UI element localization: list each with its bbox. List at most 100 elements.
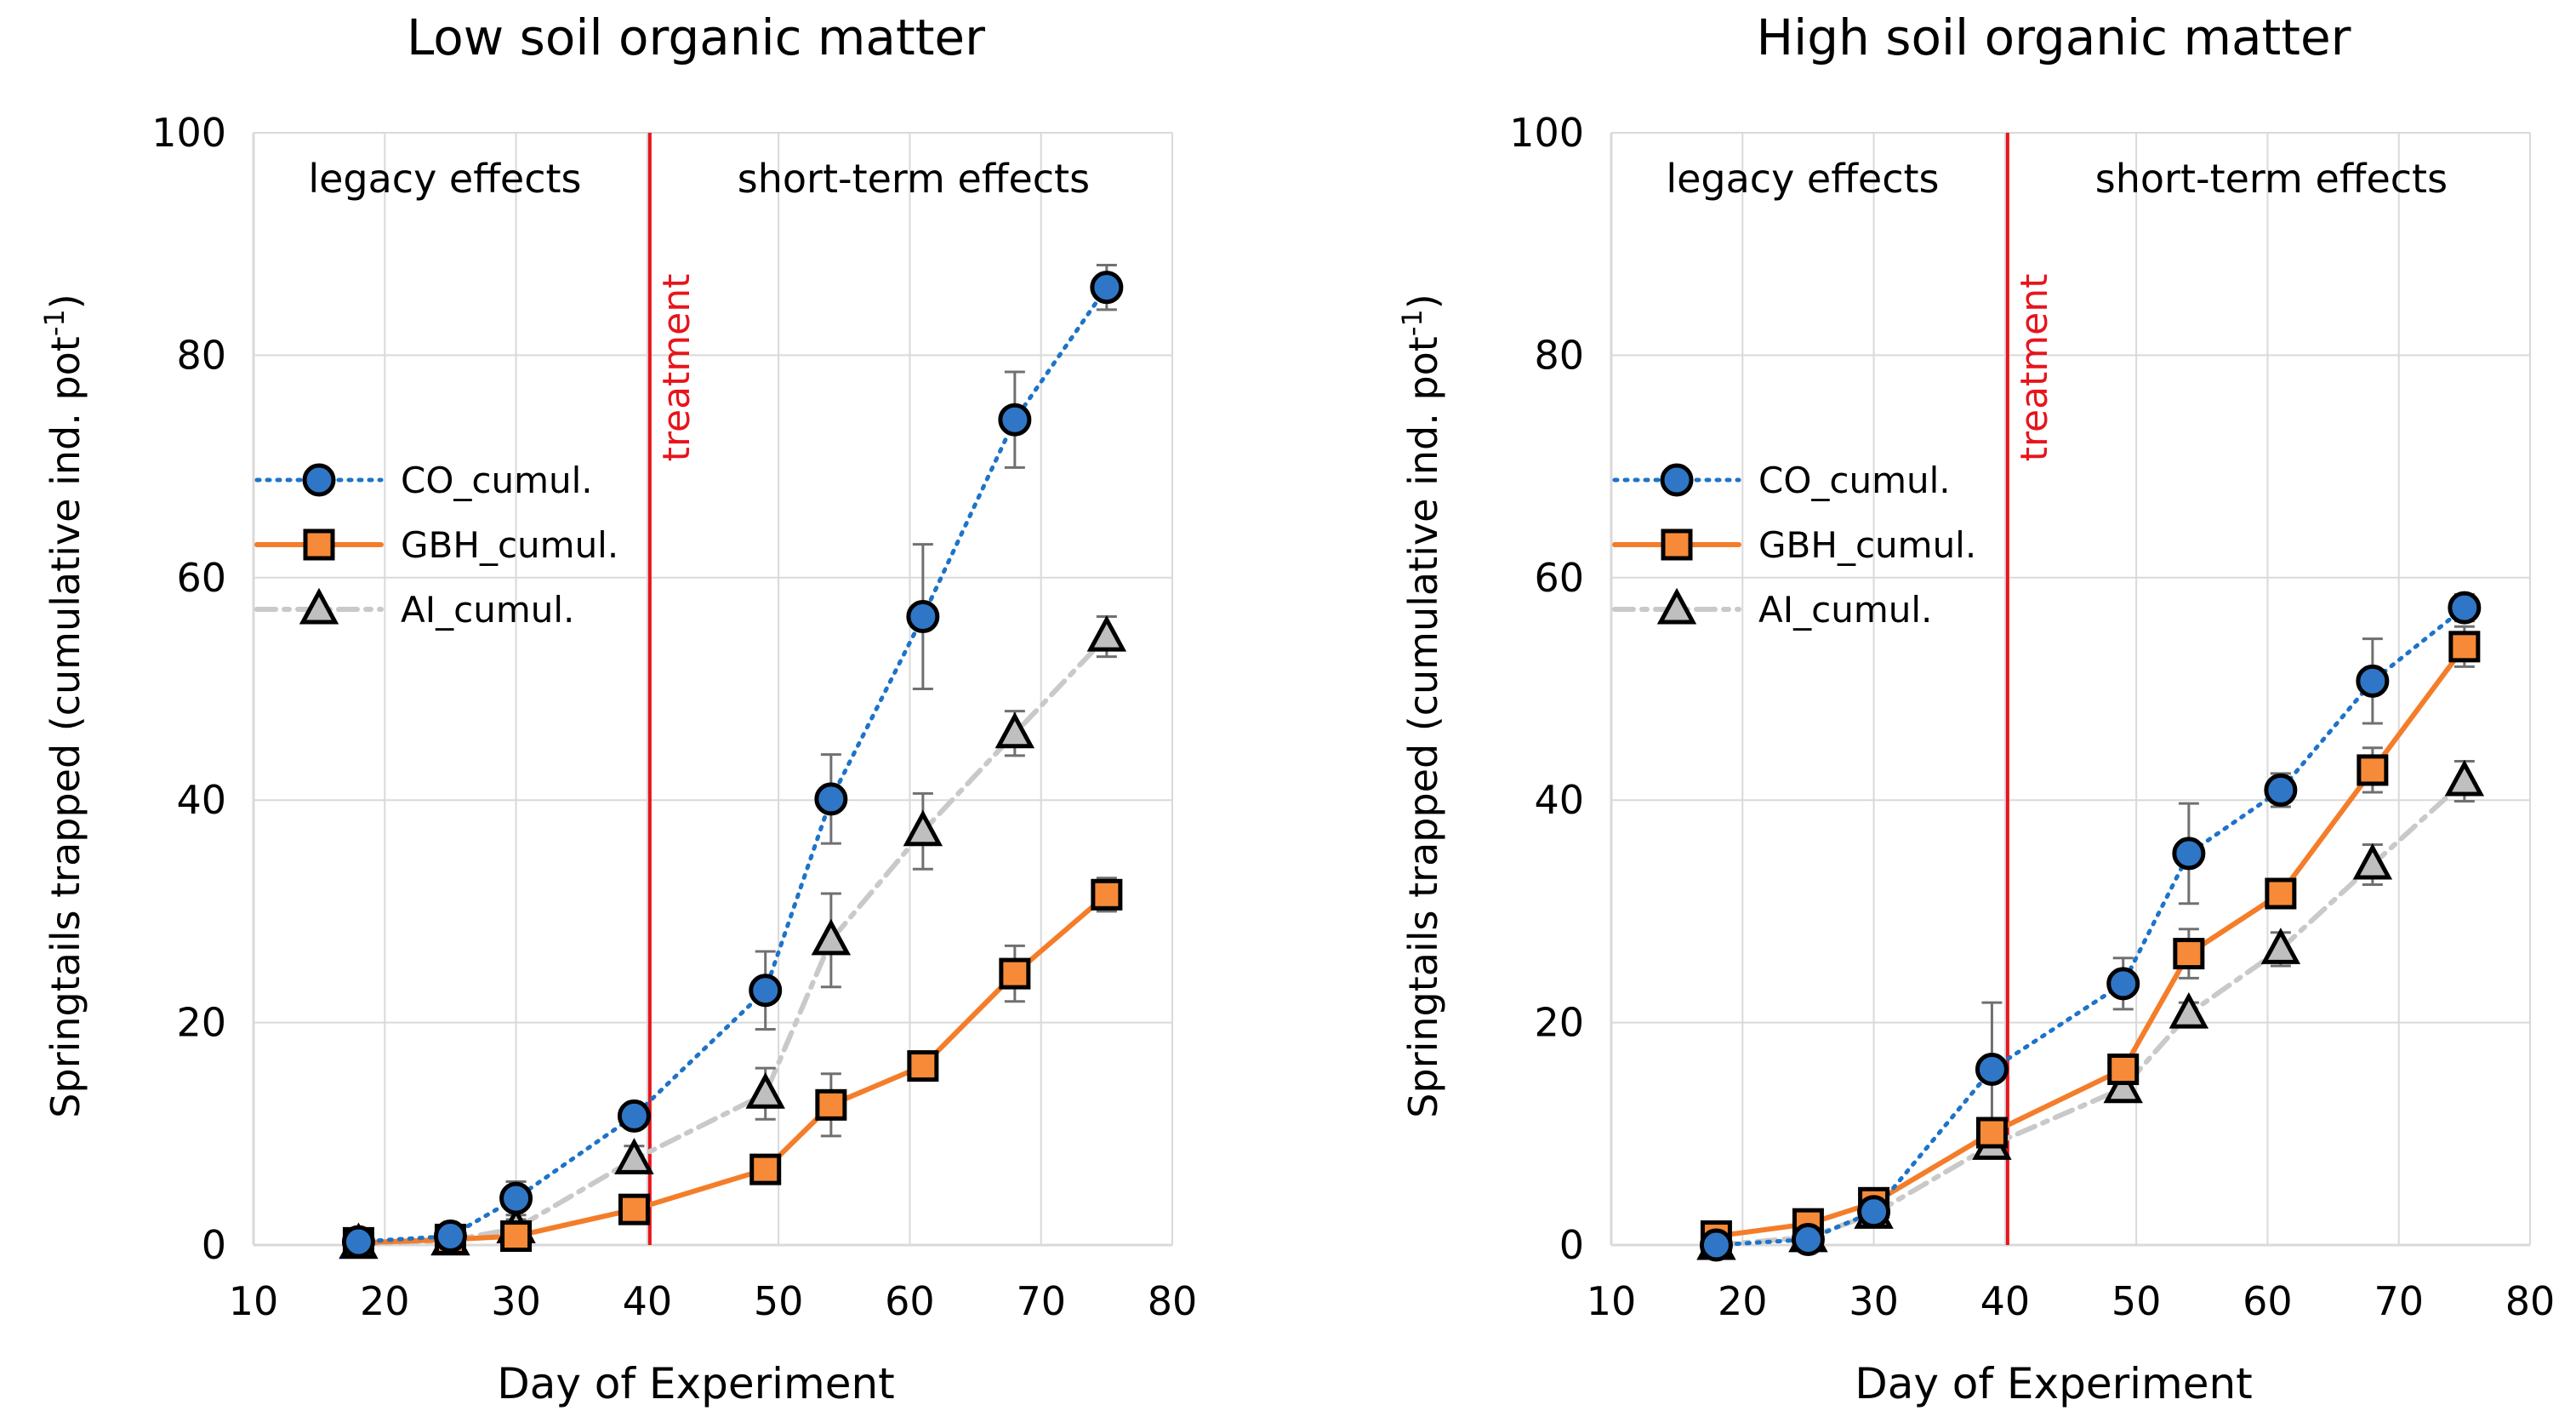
data-point-cocumul <box>998 403 1032 437</box>
treatment-label: treatment <box>655 274 698 462</box>
data-point-cocumul <box>2356 664 2390 698</box>
data-point-cocumul <box>906 600 940 634</box>
data-point-cocumul <box>2172 837 2206 871</box>
x-tick-label: 20 <box>1718 1278 1768 1324</box>
x-tick-label: 10 <box>1587 1278 1637 1324</box>
y-tick-label: 20 <box>1534 1000 1584 1046</box>
x-tick-label: 80 <box>2505 1278 2556 1324</box>
data-point-cocumul <box>1090 271 1124 305</box>
data-point-aicumul <box>2260 928 2301 964</box>
chart-high-soil-organic-matter: 10 20 30 40 50 60 70 80 0 20 40 60 80 100 High soil or… <box>1396 9 2555 1408</box>
x-tick-label: 50 <box>754 1278 804 1324</box>
legend-label: CO_cumul. <box>401 460 593 501</box>
legend-marker <box>303 528 335 561</box>
legend-marker <box>1661 528 1693 561</box>
data-point-aicumul <box>2444 759 2485 797</box>
x-tick-label: 10 <box>229 1278 279 1324</box>
data-point-aicumul <box>614 1138 654 1174</box>
data-point-cocumul <box>1857 1195 1891 1229</box>
data-point-gbhcumul <box>815 1088 847 1121</box>
data-point-gbhcumul <box>2173 938 2205 970</box>
data-point-cocumul <box>814 782 848 816</box>
legend-item: CO_cumul. <box>254 460 593 501</box>
data-point-aicumul <box>994 711 1035 749</box>
chart-low-soil-organic-matter: 10 20 30 40 50 60 70 80 0 20 40 60 80 100 Low soil org… <box>38 9 1197 1408</box>
x-tick-label: 70 <box>1016 1278 1066 1324</box>
legend-item: AI_cumul. <box>254 587 574 631</box>
data-point-gbhcumul <box>2357 754 2389 786</box>
legend-label: GBH_cumul. <box>401 524 618 566</box>
data-point-cocumul <box>341 1225 375 1259</box>
data-point-gbhcumul <box>618 1193 650 1225</box>
y-axis-label-superscript: -1 <box>38 309 71 336</box>
data-point-aicumul <box>1086 614 1127 652</box>
x-tick-label: 30 <box>1849 1278 1899 1324</box>
legend-marker <box>299 587 339 625</box>
data-point-cocumul <box>749 974 783 1008</box>
legacy-effects-label: legacy effects <box>1666 156 1939 202</box>
x-tick-label: 70 <box>2374 1278 2424 1324</box>
data-point-cocumul <box>2106 967 2140 1001</box>
x-tick-label: 50 <box>2112 1278 2162 1324</box>
y-axis-label: Springtails trapped (cumulative ind. pot… <box>38 294 88 1117</box>
y-axis-label: Springtails trapped (cumulative ind. pot… <box>1396 294 1446 1117</box>
y-axis-label-close: ) <box>1400 294 1446 309</box>
data-point-cocumul <box>1975 1052 2009 1086</box>
data-point-gbhcumul <box>1975 1117 2008 1149</box>
data-point-gbhcumul <box>2265 877 2297 910</box>
y-tick-label: 40 <box>1534 777 1584 823</box>
data-point-aicumul <box>811 918 852 956</box>
legend-marker <box>1656 587 1697 625</box>
x-axis-label: Day of Experiment <box>1855 1359 2253 1408</box>
y-axis-label-close: ) <box>43 294 88 309</box>
y-tick-label: 60 <box>176 555 226 601</box>
chart-title: Low soil organic matter <box>407 9 985 66</box>
short-term-effects-label: short-term effects <box>2095 156 2448 202</box>
x-tick-label: 60 <box>2243 1278 2293 1324</box>
data-point-gbhcumul <box>749 1153 782 1185</box>
x-tick-label: 60 <box>885 1278 935 1324</box>
y-axis-label-superscript: -1 <box>1396 309 1428 336</box>
x-tick-label: 20 <box>360 1278 410 1324</box>
x-axis-label: Day of Experiment <box>497 1359 895 1408</box>
x-tick-label: 80 <box>1148 1278 1198 1324</box>
data-point-cocumul <box>617 1099 651 1133</box>
legend-marker <box>302 463 336 497</box>
series-line-cocumul <box>356 285 1109 1244</box>
y-tick-label: 100 <box>1509 110 1584 156</box>
series-line-gbhcumul <box>356 892 1109 1246</box>
data-point-aicumul <box>745 1072 785 1109</box>
series-line-aicumul <box>1713 778 2467 1248</box>
data-point-cocumul <box>2264 773 2298 807</box>
data-point-gbhcumul <box>2448 631 2481 663</box>
legend-item: CO_cumul. <box>1612 460 1951 501</box>
data-point-gbhcumul <box>907 1050 939 1082</box>
series-line-gbhcumul <box>1713 643 2467 1239</box>
data-point-cocumul <box>433 1220 467 1254</box>
legend-label: CO_cumul. <box>1758 460 1951 501</box>
chart-title: High soil organic matter <box>1756 9 2351 66</box>
y-axis-label-text: Springtails trapped (cumulative ind. pot <box>43 336 88 1118</box>
series-line-cocumul <box>1713 605 2467 1248</box>
data-point-gbhcumul <box>999 957 1031 990</box>
data-point-cocumul <box>499 1181 533 1215</box>
x-tick-label: 30 <box>491 1278 541 1324</box>
y-tick-label: 100 <box>151 110 226 156</box>
y-tick-label: 80 <box>1534 332 1584 378</box>
treatment-label: treatment <box>2013 274 2056 462</box>
legend-item: GBH_cumul. <box>254 524 618 566</box>
y-tick-label: 80 <box>176 332 226 378</box>
legend-label: AI_cumul. <box>1758 589 1932 631</box>
series-line-aicumul <box>356 634 1109 1247</box>
legend-item: GBH_cumul. <box>1612 524 1976 566</box>
x-tick-label: 40 <box>1980 1278 2031 1324</box>
legend-marker <box>1660 463 1694 497</box>
legend: CO_cumul. GBH_cumul. AI_cumul. <box>254 460 618 631</box>
legend-label: AI_cumul. <box>401 589 574 631</box>
data-point-aicumul <box>2103 1066 2143 1104</box>
y-tick-label: 40 <box>176 777 226 823</box>
data-point-aicumul <box>903 809 943 847</box>
data-point-cocumul <box>2448 591 2482 625</box>
y-tick-label: 0 <box>202 1222 226 1268</box>
